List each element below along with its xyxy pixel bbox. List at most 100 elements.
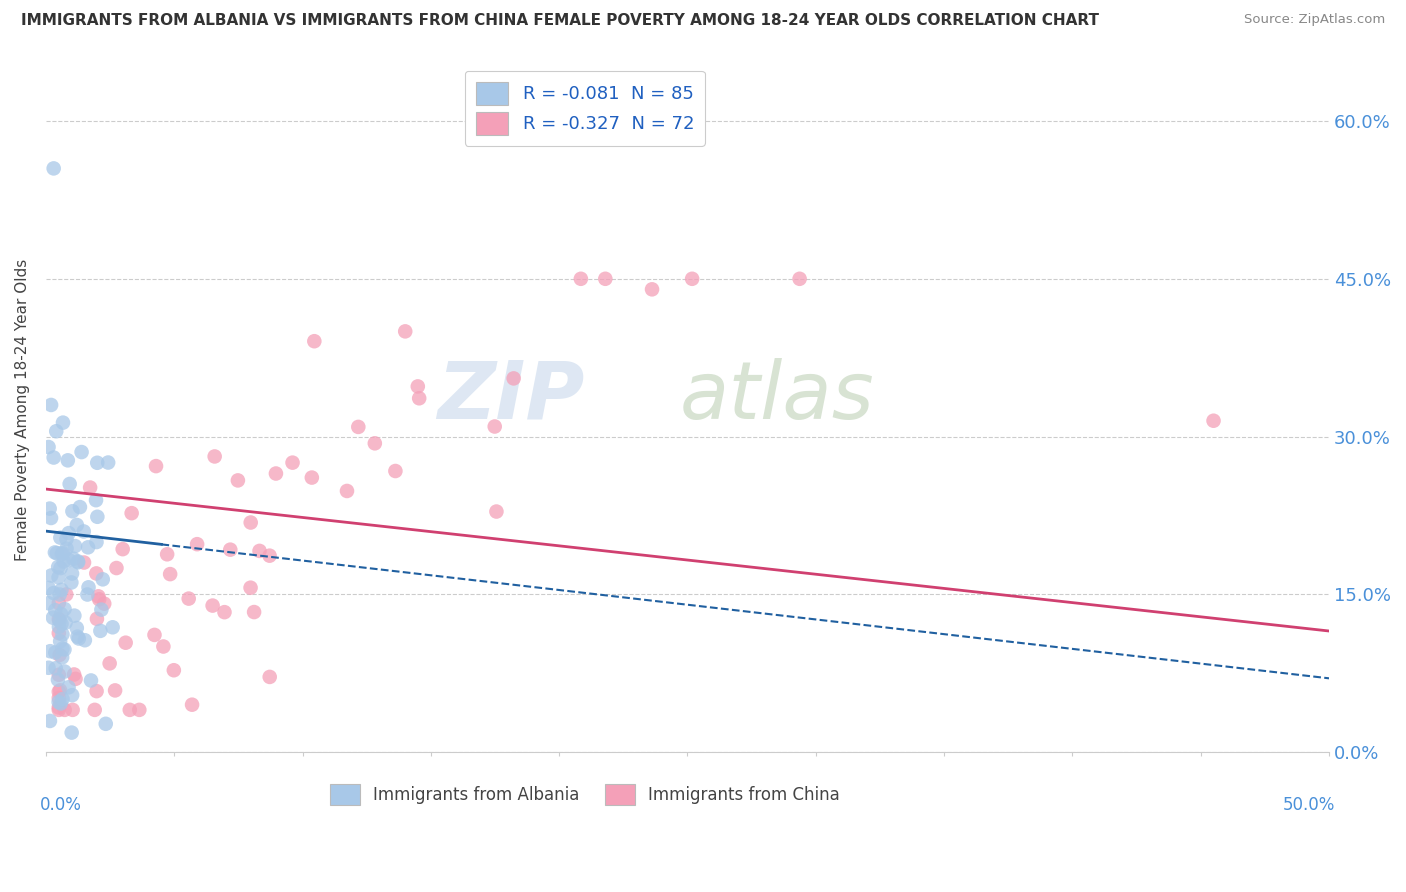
Point <box>56 453 79 467</box>
Point <box>259 670 281 684</box>
Point <box>118 703 141 717</box>
Point <box>38 440 60 454</box>
Point <box>336 483 359 498</box>
Point <box>226 474 249 488</box>
Point <box>249 544 271 558</box>
Point <box>97 456 120 470</box>
Point <box>128 703 150 717</box>
Point <box>51 692 73 706</box>
Point <box>49 607 72 621</box>
Point <box>80 673 103 688</box>
Point <box>42 161 65 176</box>
Point <box>45 424 67 438</box>
Point <box>51 582 73 597</box>
Point <box>48 588 70 602</box>
Point <box>58 553 80 567</box>
Point <box>66 518 89 533</box>
Point <box>45 546 67 560</box>
Point <box>86 535 108 549</box>
Point <box>38 581 60 595</box>
Point <box>77 541 100 555</box>
Point <box>66 630 89 644</box>
Point <box>484 419 506 434</box>
Point <box>408 391 430 405</box>
Point <box>62 703 84 717</box>
Point <box>304 334 326 349</box>
Point <box>48 570 70 584</box>
Point <box>595 272 617 286</box>
Point <box>394 324 416 338</box>
Legend: Immigrants from Albania, Immigrants from China: Immigrants from Albania, Immigrants from… <box>323 777 846 812</box>
Point <box>42 610 65 624</box>
Point <box>51 627 73 641</box>
Point <box>384 464 406 478</box>
Point <box>86 566 108 581</box>
Point <box>89 592 111 607</box>
Point <box>243 605 266 619</box>
Point <box>114 636 136 650</box>
Point <box>48 620 70 634</box>
Point <box>60 688 83 702</box>
Point <box>48 626 70 640</box>
Point <box>60 575 83 590</box>
Point <box>63 608 86 623</box>
Point <box>65 672 87 686</box>
Point <box>38 501 60 516</box>
Point <box>53 602 76 616</box>
Point <box>156 547 179 561</box>
Point <box>347 420 370 434</box>
Point <box>48 703 70 717</box>
Point <box>46 560 69 574</box>
Point <box>67 555 90 569</box>
Point <box>89 624 111 638</box>
Point <box>239 581 262 595</box>
Point <box>51 641 73 656</box>
Text: Source: ZipAtlas.com: Source: ZipAtlas.com <box>1244 13 1385 27</box>
Point <box>62 551 84 566</box>
Point <box>281 456 304 470</box>
Point <box>152 640 174 654</box>
Point <box>51 616 73 631</box>
Point <box>111 542 134 557</box>
Point <box>105 561 128 575</box>
Point <box>39 644 62 658</box>
Point <box>76 588 98 602</box>
Point <box>52 416 75 430</box>
Point <box>163 663 186 677</box>
Point <box>67 632 90 646</box>
Point <box>101 620 124 634</box>
Text: 50.0%: 50.0% <box>1284 797 1336 814</box>
Point <box>49 634 72 648</box>
Point <box>485 504 508 518</box>
Point <box>55 615 77 630</box>
Point <box>259 549 281 563</box>
Point <box>66 554 89 568</box>
Point <box>39 714 62 728</box>
Point <box>143 628 166 642</box>
Point <box>86 456 108 470</box>
Point <box>58 526 80 541</box>
Point <box>39 511 62 525</box>
Point <box>39 568 62 582</box>
Point <box>69 500 91 514</box>
Point <box>83 703 105 717</box>
Point <box>55 541 77 556</box>
Point <box>53 703 76 717</box>
Point <box>38 596 60 610</box>
Point <box>52 546 75 560</box>
Point <box>55 587 77 601</box>
Point <box>406 379 429 393</box>
Point <box>48 684 70 698</box>
Point <box>48 612 70 626</box>
Point <box>63 539 86 553</box>
Point <box>52 554 75 568</box>
Point <box>86 612 108 626</box>
Point <box>51 650 73 665</box>
Point <box>66 621 89 635</box>
Point <box>73 556 96 570</box>
Point <box>641 282 664 296</box>
Point <box>49 683 72 698</box>
Point <box>104 683 127 698</box>
Point <box>60 566 83 581</box>
Point <box>186 537 208 551</box>
